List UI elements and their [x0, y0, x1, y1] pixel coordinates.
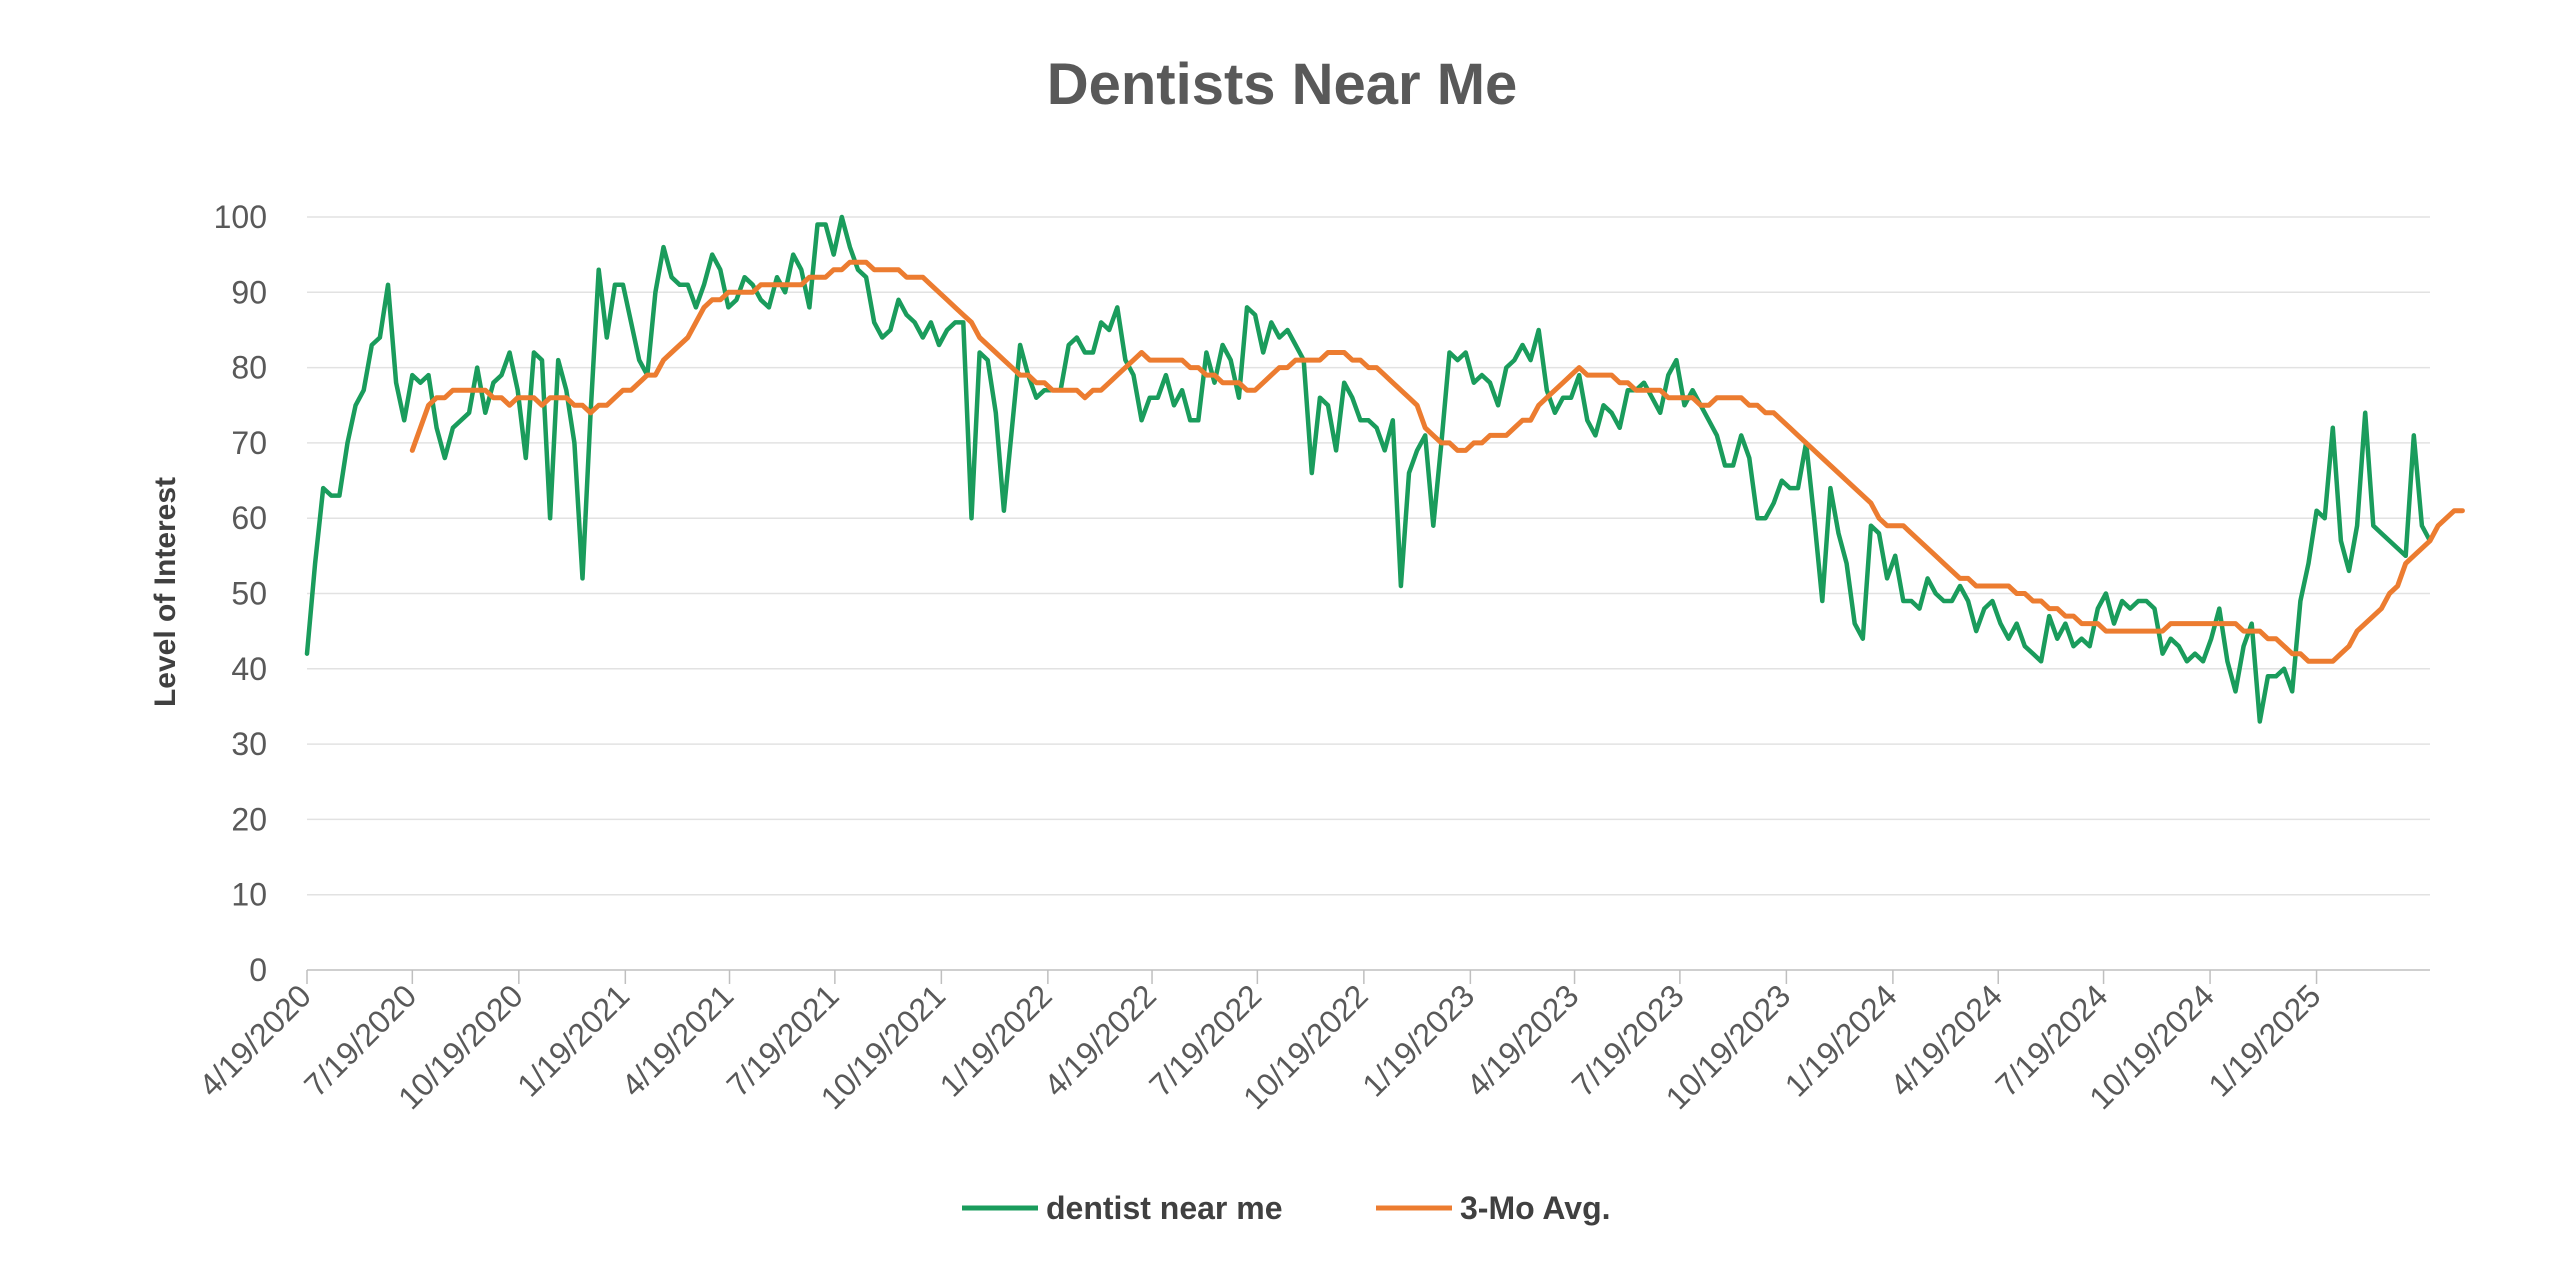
- y-tick-label: 100: [214, 199, 267, 235]
- y-tick-label: 70: [231, 425, 267, 461]
- y-tick-label: 0: [249, 952, 267, 988]
- y-tick-label: 80: [231, 350, 267, 386]
- series-line-1: [304, 214, 2433, 724]
- x-tick-label: 4/19/2022: [1037, 977, 1163, 1103]
- y-tick-label: 40: [231, 651, 267, 687]
- y-tick-label: 10: [231, 877, 267, 913]
- gridlines: [307, 216, 2430, 971]
- series-line-2: [409, 259, 2465, 664]
- y-axis-label: Level of Interest: [149, 477, 182, 707]
- legend-label-series-2: 3-Mo Avg.: [1460, 1190, 1611, 1226]
- y-tick-label: 90: [231, 274, 267, 310]
- legend: dentist near me 3-Mo Avg.: [962, 1190, 1611, 1226]
- x-tick-label: 4/19/2020: [192, 977, 318, 1103]
- y-tick-label: 30: [231, 726, 267, 762]
- y-tick-label: 50: [231, 576, 267, 612]
- y-axis-ticks: 0 10 20 30 40 50 60 70 80 90 100: [214, 199, 267, 988]
- x-tick-label: 1/19/2024: [1778, 977, 1904, 1103]
- x-tick-label: 1/19/2021: [510, 977, 636, 1103]
- series-lines: [304, 214, 2465, 724]
- x-tick-label: 4/19/2021: [614, 977, 740, 1103]
- legend-label-series-1: dentist near me: [1046, 1190, 1283, 1226]
- y-tick-label: 60: [231, 500, 267, 536]
- x-tick-label: 1/19/2022: [933, 977, 1059, 1103]
- x-tick-label: 4/19/2023: [1459, 977, 1585, 1103]
- chart-title: Dentists Near Me: [1047, 52, 1518, 117]
- y-tick-label: 20: [231, 801, 267, 837]
- x-tick-label: 1/19/2023: [1355, 977, 1481, 1103]
- x-tick-label: 4/19/2024: [1883, 977, 2009, 1103]
- x-tick-label: 1/19/2025: [2201, 977, 2327, 1103]
- x-axis-ticks: 4/19/20207/19/202010/19/20201/19/20214/1…: [192, 970, 2328, 1116]
